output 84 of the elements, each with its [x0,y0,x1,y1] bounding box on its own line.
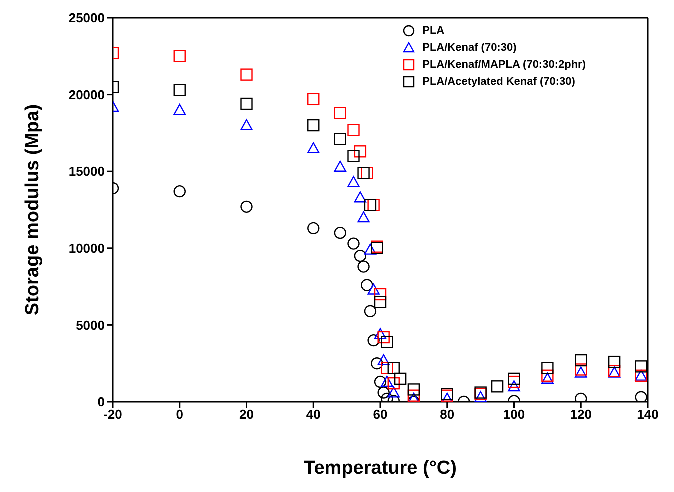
point [174,84,186,96]
point [374,296,387,308]
point [388,386,400,398]
point [378,386,390,399]
point [240,119,253,131]
y-tick-label: 25000 [68,10,105,26]
x-tick-label: 80 [440,407,455,422]
point [358,212,370,223]
point [378,354,390,366]
point [308,222,320,235]
point [374,288,387,301]
x-tick-label: -20 [104,407,122,422]
point [240,98,253,110]
y-tick-label: 0 [98,394,105,410]
point [354,250,367,262]
point [575,364,588,376]
point [441,392,454,402]
point [368,284,380,295]
point [174,50,186,62]
point [174,185,186,198]
point [474,391,487,402]
x-tick-label: 100 [503,407,526,422]
legend-label: PLA [422,24,445,36]
point [575,354,588,367]
x-tick-label: 140 [637,407,659,422]
point [364,244,377,255]
point [174,104,186,116]
point [348,150,360,162]
point [575,366,588,378]
legend-label: PLA/Kenaf (70:30) [422,42,517,54]
x-axis-title: Temperature (°C) [304,458,457,479]
y-tick-label: 20000 [68,87,105,102]
point [364,305,377,318]
point [381,376,394,388]
point [358,167,370,180]
point [371,358,384,370]
point [408,384,420,396]
point [240,68,253,81]
point [635,360,648,373]
point [542,362,554,374]
x-tick-label: 60 [373,407,388,422]
point [334,133,346,146]
point [364,199,377,212]
legend-label: PLA/Acetylated Kenaf (70:30) [422,76,576,88]
point [508,372,520,386]
point [348,124,360,136]
point [381,362,394,374]
point [508,380,520,392]
point [240,200,253,214]
point [542,370,554,382]
point [388,377,400,390]
point [308,119,320,132]
point [334,160,346,172]
point [374,328,387,340]
y-tick-label: 5000 [76,318,105,333]
x-tick-label: 40 [306,407,321,422]
point [354,146,367,158]
y-axis-title: Storage modulus (Mpa) [22,104,44,316]
x-tick-label: 120 [570,407,592,422]
point [374,376,387,388]
point [491,380,504,393]
point [348,176,360,188]
point [608,356,621,368]
point [334,226,346,240]
point [394,372,407,386]
y-tick-label: 10000 [68,241,105,256]
point [378,331,390,344]
point [308,142,320,154]
point [388,362,400,374]
point [354,192,367,203]
y-tick-label: 15000 [68,164,105,180]
point [358,260,370,273]
point [368,334,380,347]
legend-label: PLA/Kenaf/MAPLA (70:30:2phr) [422,58,586,70]
x-tick-label: 20 [240,407,254,422]
point [635,391,648,402]
point [334,107,346,120]
point [408,392,420,402]
point [348,238,360,250]
point [308,93,320,106]
point [361,279,374,292]
point [381,336,394,348]
x-tick-label: 0 [176,407,184,422]
point [542,372,554,384]
